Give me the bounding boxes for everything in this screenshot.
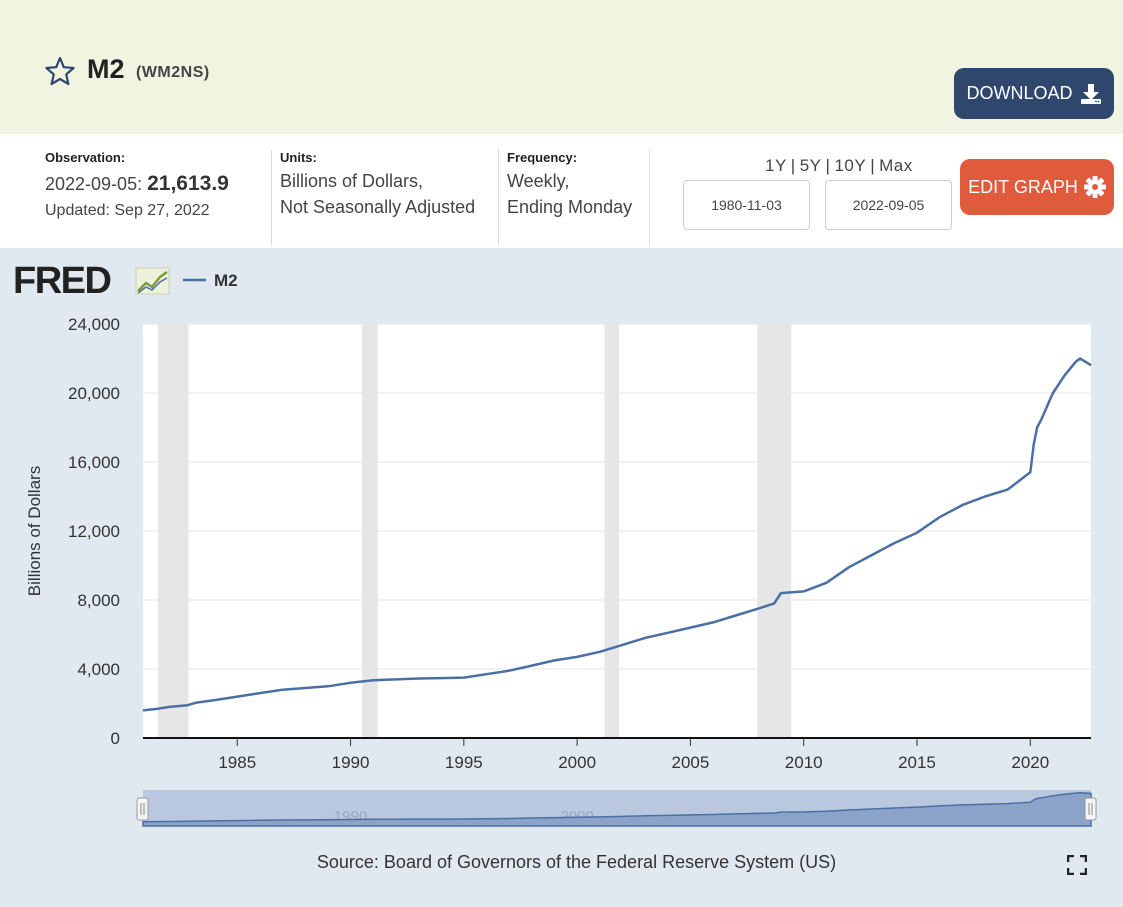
series-id: (WM2NS) <box>136 64 210 81</box>
fred-brand-text: FRED <box>13 260 111 302</box>
navigator-series <box>142 792 1092 827</box>
range-navigator[interactable]: 1990200020102020 <box>136 790 1097 827</box>
y-tick-label: 0 <box>111 729 120 748</box>
legend-label: M2 <box>214 271 238 290</box>
download-button[interactable]: DOWNLOAD <box>954 68 1114 119</box>
meta-divider <box>498 150 499 246</box>
x-tick-label: 2010 <box>785 753 823 772</box>
observation-line: 2022-09-05: 21,613.9 <box>45 172 229 196</box>
units-line-1: Billions of Dollars, <box>280 171 424 191</box>
x-tick-label: 2020 <box>1011 753 1049 772</box>
x-axis-ticks: 1985 1990 1995 2000 2005 2010 2015 2020 <box>218 738 1049 772</box>
source-note: Source: Board of Governors of the Federa… <box>316 852 837 872</box>
y-tick-label: 8,000 <box>77 591 120 610</box>
range-10y-link[interactable]: 10Y <box>834 156 867 175</box>
download-icon <box>1080 83 1101 104</box>
frequency-line-1: Weekly, <box>507 171 570 191</box>
y-axis-label: Billions of Dollars <box>25 466 44 596</box>
series-header: M2 (WM2NS) DOWNLOAD <box>0 0 1123 134</box>
x-tick-label: 2015 <box>898 753 936 772</box>
range-1y-link[interactable]: 1Y <box>765 156 787 175</box>
fred-graph-icon <box>135 267 170 295</box>
fullscreen-icon[interactable] <box>1067 855 1087 875</box>
y-tick-label: 12,000 <box>68 522 120 541</box>
fred-logo: FRED <box>13 260 170 302</box>
observation-label: Observation: <box>45 150 126 165</box>
observation-value: 21,613.9 <box>147 172 229 195</box>
y-tick-label: 24,000 <box>68 315 120 334</box>
y-axis-ticks: 0 4,000 8,000 12,000 16,000 20,000 24,000 <box>68 315 120 748</box>
star-icon[interactable] <box>44 56 76 86</box>
units-line-2: Not Seasonally Adjusted <box>280 197 476 217</box>
edit-graph-label: EDIT GRAPH <box>968 176 1078 197</box>
x-tick-label: 1995 <box>445 753 483 772</box>
edit-graph-button[interactable]: EDIT GRAPH <box>960 159 1114 215</box>
m2-series-line <box>142 357 1092 712</box>
x-tick-label: 1990 <box>332 753 370 772</box>
series-meta-panel: Observation: 2022-09-05: 21,613.9 Update… <box>0 134 1123 248</box>
meta-divider <box>649 150 650 246</box>
x-tick-label: 2000 <box>558 753 596 772</box>
gear-icon <box>1083 176 1106 198</box>
grid-lines <box>143 323 1091 670</box>
y-tick-label: 16,000 <box>68 453 120 472</box>
start-date-input[interactable] <box>683 180 810 230</box>
download-label: DOWNLOAD <box>966 83 1073 103</box>
range-max-link[interactable]: Max <box>879 156 913 175</box>
end-date-input[interactable] <box>825 180 952 230</box>
m2-line-chart: FRED M2 0 4,000 8,000 12,000 16,000 20,000 24,… <box>13 260 1097 827</box>
y-tick-label: 4,000 <box>77 660 120 679</box>
range-5y-link[interactable]: 5Y <box>799 156 822 175</box>
range-separator: | <box>790 156 796 175</box>
x-tick-label: 1985 <box>218 753 256 772</box>
range-separator: | <box>870 156 876 175</box>
meta-divider <box>271 150 272 246</box>
x-tick-label: 2005 <box>671 753 709 772</box>
units-label: Units: <box>280 150 317 165</box>
navigator-right-handle[interactable] <box>1084 797 1097 821</box>
range-separator: | <box>825 156 831 175</box>
navigator-left-handle[interactable] <box>136 797 149 821</box>
y-tick-label: 20,000 <box>68 384 120 403</box>
series-title: M2 <box>87 54 125 84</box>
updated-date: Updated: Sep 27, 2022 <box>45 202 210 219</box>
frequency-line-2: Ending Monday <box>507 197 633 217</box>
date-range-links: 1Y | 5Y | 10Y | Max <box>765 156 913 176</box>
frequency-label: Frequency: <box>507 150 578 165</box>
observation-date: 2022-09-05: <box>45 174 143 194</box>
